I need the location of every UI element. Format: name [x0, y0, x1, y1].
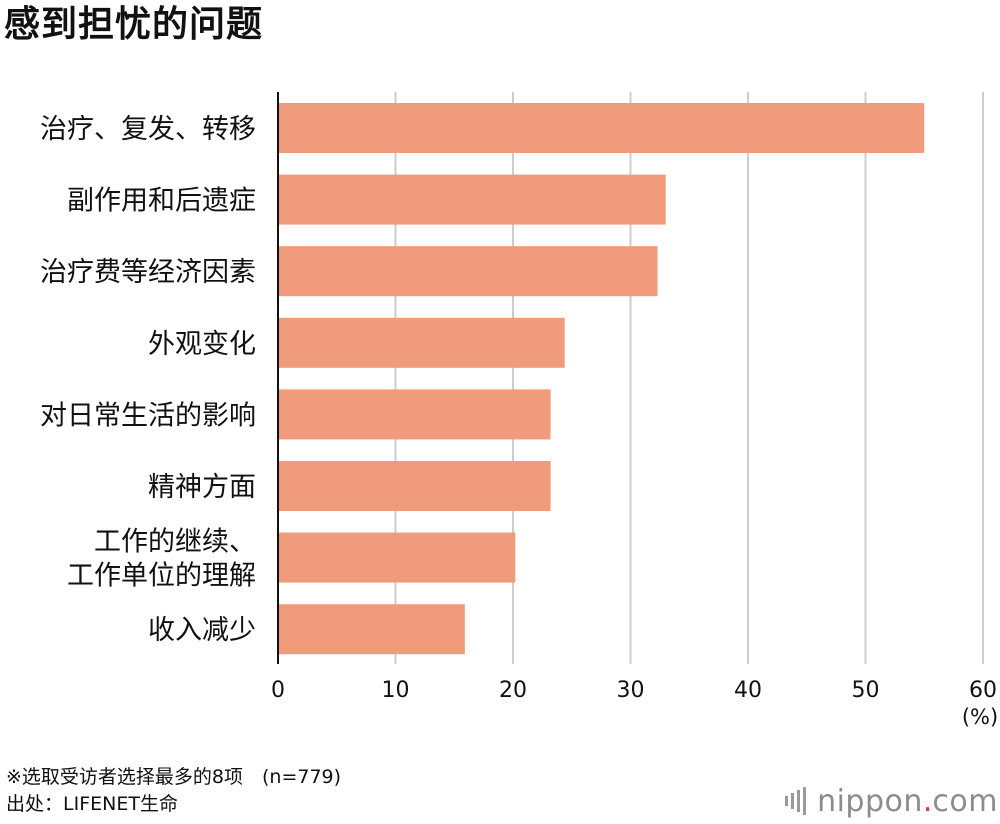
- category-label: 收入减少: [148, 615, 256, 646]
- x-tick-labels: 0 10 20 30 40 50 60: [271, 678, 997, 703]
- logo-text-dot: .: [922, 783, 933, 819]
- bars: [278, 103, 925, 655]
- category-labels: 治疗、复发、转移副作用和后遗症治疗费等经济因素外观变化对日常生活的影响精神方面工…: [40, 114, 256, 646]
- bar-chart: 治疗、复发、转移副作用和后遗症治疗费等经济因素外观变化对日常生活的影响精神方面工…: [40, 92, 998, 729]
- bar: [278, 246, 658, 297]
- x-tick-label: 30: [617, 678, 645, 703]
- bar: [278, 532, 516, 583]
- bar: [278, 389, 551, 440]
- category-label: 对日常生活的影响: [40, 400, 256, 431]
- source-credit: 出处：LIFENET生命: [6, 793, 178, 815]
- unit-label: (%): [962, 705, 998, 729]
- x-tick-label: 60: [969, 678, 997, 703]
- bar: [278, 103, 925, 153]
- x-tick-label: 50: [852, 678, 880, 703]
- category-label: 工作的继续、工作单位的理解: [67, 527, 256, 592]
- category-label: 外观变化: [148, 329, 256, 360]
- x-tick-label: 10: [382, 678, 410, 703]
- bar: [278, 317, 565, 368]
- logo-text-main: nippon: [817, 783, 923, 819]
- nippon-logo: nippon. com: [785, 783, 998, 819]
- chart-title: 感到担忧的问题: [4, 4, 264, 45]
- bar: [278, 174, 666, 225]
- bar: [278, 461, 551, 511]
- footnote: ※选取受访者选择最多的8项 (n=779): [6, 766, 342, 788]
- bar: [278, 604, 465, 655]
- category-label: 治疗、复发、转移: [40, 114, 256, 145]
- x-tick-label: 40: [734, 678, 762, 703]
- logo-bars-icon: [785, 786, 809, 816]
- x-tick-label: 0: [271, 678, 285, 703]
- category-label: 精神方面: [148, 472, 256, 503]
- logo-text-tail: com: [932, 783, 998, 819]
- x-tick-label: 20: [499, 678, 527, 703]
- category-label: 治疗费等经济因素: [40, 257, 256, 288]
- category-label: 副作用和后遗症: [67, 186, 256, 217]
